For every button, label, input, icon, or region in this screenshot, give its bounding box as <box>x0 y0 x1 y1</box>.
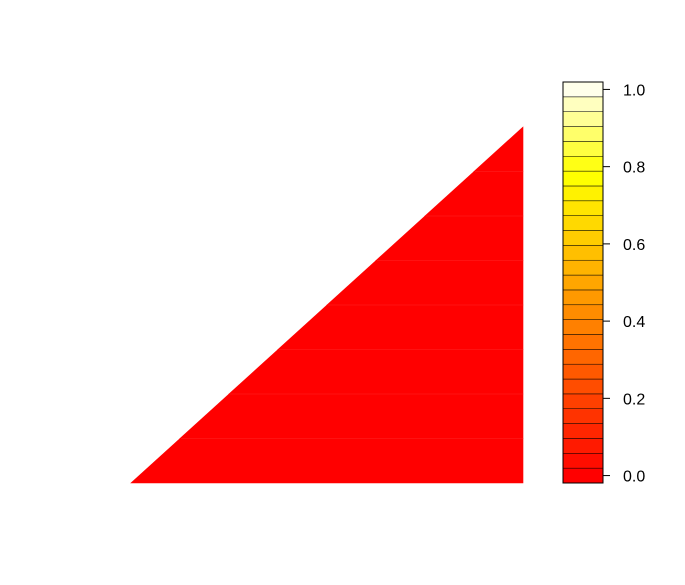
colorbar-frame <box>562 81 604 484</box>
colorbar-swatch <box>562 259 604 276</box>
heatmap-cell <box>424 171 524 217</box>
colorbar-swatch <box>562 170 604 187</box>
colorbar-swatch <box>562 289 604 306</box>
colorbar-swatch <box>562 126 604 142</box>
colorbar-swatch <box>562 156 604 172</box>
colorbar-swatch <box>562 334 604 350</box>
colorbar-swatch <box>562 245 604 261</box>
heatmap-cell <box>130 438 524 484</box>
colorbar-swatch <box>562 274 604 291</box>
colorbar-swatch <box>562 215 604 231</box>
colorbar-swatch <box>562 378 604 395</box>
heatmap-cell <box>277 304 524 350</box>
colorbar-swatch <box>562 423 604 439</box>
colorbar-swatch <box>562 111 604 127</box>
colorbar-tick-label: 0.2 <box>623 391 645 408</box>
colorbar-tick-label: 0.4 <box>623 314 645 331</box>
colorbar-swatch <box>562 319 604 335</box>
heatmap-cell <box>326 260 524 306</box>
colorbar-tick-label: 0.0 <box>623 469 645 486</box>
heatmap-plot-area <box>130 126 524 484</box>
colorbar-swatch <box>562 200 604 216</box>
colorbar-swatch <box>562 304 604 320</box>
heatmap-cell <box>375 215 524 261</box>
colorbar-swatch <box>562 408 604 424</box>
colorbar-swatch <box>562 141 604 157</box>
heatmap-cell <box>228 349 524 395</box>
colorbar-axis: 0.0 0.2 0.4 0.6 0.8 1.0 <box>603 82 645 486</box>
colorbar-tick-label: 0.8 <box>623 160 645 177</box>
colorbar-swatch <box>562 81 604 98</box>
heatmap-cell <box>473 126 524 172</box>
colorbar-swatch <box>562 96 604 112</box>
colorbar-tick-label: 0.6 <box>623 237 645 254</box>
colorbar <box>562 81 604 484</box>
colorbar-swatch <box>562 453 604 469</box>
heatmap-cell <box>179 393 524 439</box>
colorbar-swatch <box>562 467 604 484</box>
colorbar-swatch <box>562 363 604 380</box>
colorbar-swatch <box>562 393 604 409</box>
colorbar-tick-label: 1.0 <box>623 82 645 99</box>
colorbar-swatch <box>562 438 604 454</box>
colorbar-swatch <box>562 349 604 365</box>
colorbar-swatch <box>562 230 604 246</box>
colorbar-swatch <box>562 185 604 202</box>
